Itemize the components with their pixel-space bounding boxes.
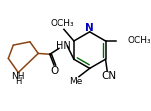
Text: O: O [51,66,59,76]
Text: Me: Me [69,77,82,86]
Text: OCH₃: OCH₃ [50,19,74,28]
Text: H: H [15,77,21,86]
Text: NH: NH [11,72,25,81]
Text: OCH₃: OCH₃ [128,37,151,46]
Text: N: N [85,23,94,33]
Text: CN: CN [101,71,116,81]
Text: HN: HN [56,41,71,51]
